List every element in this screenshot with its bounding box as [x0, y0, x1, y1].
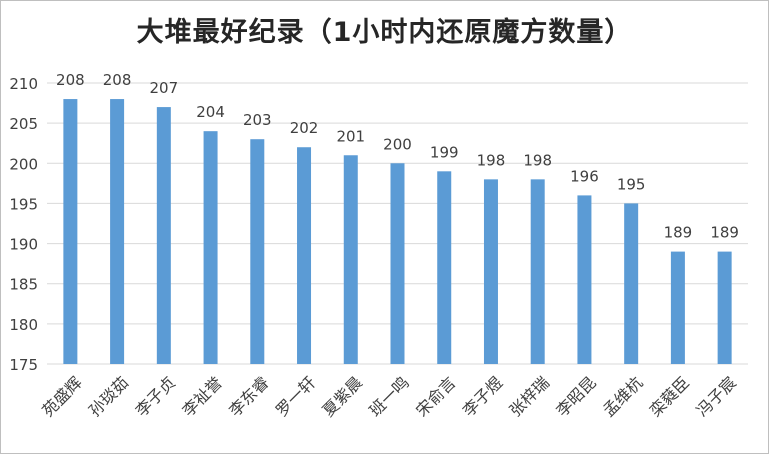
y-tick-label: 210: [9, 75, 38, 93]
y-tick-label: 175: [9, 356, 38, 374]
bar: [156, 107, 171, 364]
bar: [577, 195, 592, 364]
x-tick-label: 班一鸣: [365, 373, 412, 420]
bar: [530, 179, 545, 364]
y-tick-label: 205: [9, 115, 38, 133]
data-labels: 208 208 207 204 203 202 201 200 199 198 198 196 195 1…: [56, 71, 739, 242]
bar: [250, 139, 265, 364]
x-tick-label: 宋俞言: [412, 373, 459, 420]
bars: [63, 99, 732, 365]
bar: [437, 171, 452, 364]
x-tick-label: 李昭昆: [552, 373, 599, 420]
data-label: 195: [617, 175, 646, 193]
y-axis-ticks: 175 180 185 190 195 200 205 210: [9, 75, 38, 374]
data-label: 204: [196, 103, 225, 121]
data-label: 198: [477, 151, 506, 169]
x-tick-label: 苑盛辉: [38, 373, 85, 420]
y-tick-label: 200: [9, 155, 38, 173]
x-tick-label: 李祉誉: [178, 373, 225, 420]
x-tick-label: 夏紫晨: [319, 373, 366, 420]
x-tick-label: 孟维杭: [599, 373, 646, 420]
x-tick-label: 张梓瑞: [506, 373, 553, 420]
x-tick-label: 李子煜: [459, 373, 506, 420]
data-label: 200: [383, 135, 412, 153]
bar: [343, 155, 358, 364]
x-tick-label: 李东睿: [225, 373, 272, 420]
data-label: 203: [243, 111, 272, 129]
data-label: 208: [103, 71, 132, 89]
y-tick-label: 190: [9, 236, 38, 254]
x-tick-label: 李子贞: [132, 373, 179, 420]
data-label: 198: [523, 151, 552, 169]
x-tick-label: 罗一轩: [272, 373, 319, 420]
chart-title: 大堆最好纪录（1小时内还原魔方数量）: [136, 17, 633, 48]
bar: [110, 99, 125, 365]
data-label: 201: [336, 127, 365, 145]
data-label: 202: [290, 119, 319, 137]
x-tick-label: 孙琰茹: [85, 373, 132, 420]
x-tick-label: 栾蕤臣: [646, 373, 693, 420]
data-label: 189: [664, 224, 693, 242]
data-label: 199: [430, 143, 459, 161]
bar: [297, 147, 312, 364]
bar: [624, 203, 639, 364]
bar: [670, 251, 685, 364]
data-label: 189: [710, 224, 739, 242]
y-tick-label: 180: [9, 316, 38, 334]
bar: [483, 179, 498, 364]
x-tick-label: 冯子宸: [693, 373, 740, 420]
x-axis-ticks: 苑盛辉 孙琰茹 李子贞 李祉誉 李东睿 罗一轩 夏紫晨 班一鸣 宋俞言 李子煜 张梓瑞 李昭昆 孟维杭栾…: [38, 373, 740, 420]
bar: [390, 163, 405, 364]
y-tick-label: 195: [9, 195, 38, 213]
data-label: 208: [56, 71, 85, 89]
data-label: 196: [570, 167, 599, 185]
data-label: 207: [150, 79, 179, 97]
bar: [63, 99, 78, 365]
bar: [717, 251, 732, 364]
bar: [203, 131, 218, 364]
y-tick-label: 185: [9, 276, 38, 294]
